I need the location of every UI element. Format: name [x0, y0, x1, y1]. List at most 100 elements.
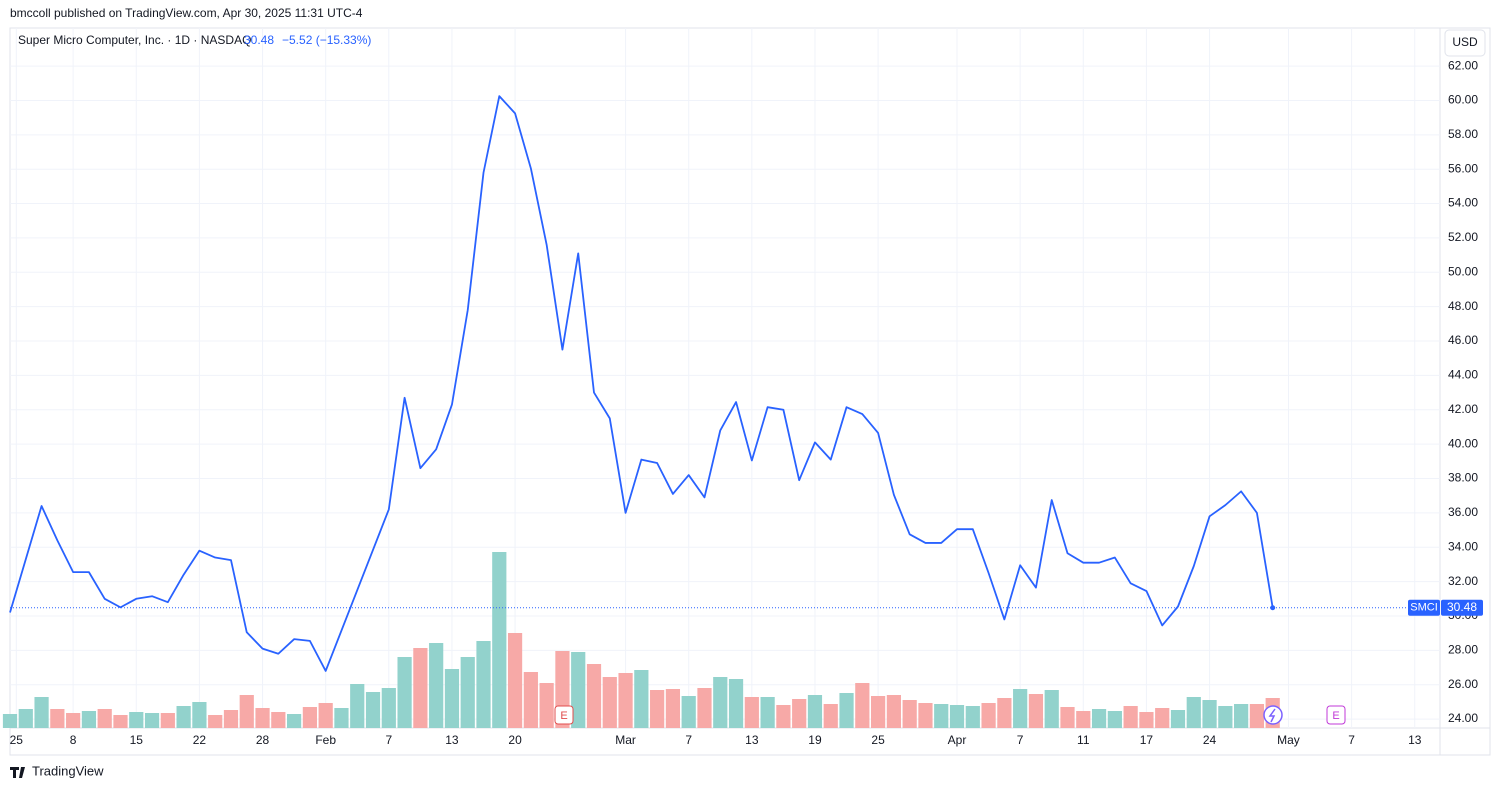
volume-bar [1202, 700, 1217, 728]
publisher: bmccoll published on TradingView.com, Ap… [10, 6, 363, 20]
earnings-marker[interactable] [554, 705, 574, 725]
x-tick-label: Mar [615, 733, 636, 747]
x-tick-label: 13 [1408, 733, 1422, 747]
x-tick-label: 7 [1017, 733, 1024, 747]
volume-bar [1091, 709, 1107, 728]
ticker-tag [1408, 599, 1440, 616]
earnings-marker[interactable] [1326, 705, 1346, 725]
x-tick-label: 25 [10, 733, 24, 747]
volume-bar [239, 695, 254, 728]
earnings-label[interactable]: E [1332, 710, 1339, 722]
y-tick-label: 28.00 [1448, 643, 1478, 657]
x-tick-label: 25 [871, 733, 885, 747]
volume-bar [1013, 689, 1028, 728]
y-tick-label: 48.00 [1448, 299, 1478, 313]
volume-bar [350, 684, 365, 728]
volume-bar [129, 712, 144, 728]
volume-bar [176, 706, 191, 728]
volume-bar [365, 692, 381, 728]
volume-bar [287, 714, 302, 728]
volume-bar [1170, 710, 1186, 728]
volume-bar [1139, 712, 1154, 728]
x-tick-label: Apr [948, 733, 967, 747]
y-tick-label: 38.00 [1448, 471, 1478, 485]
volume-bar [113, 715, 128, 728]
tv-logo [10, 767, 25, 778]
y-tick-label: 42.00 [1448, 402, 1478, 416]
volume-bar [397, 657, 412, 728]
news-icon-bolt [1268, 708, 1276, 723]
x-tick-label: 20 [508, 733, 522, 747]
volume-bar [1028, 694, 1044, 728]
x-tick-label: 11 [1077, 733, 1090, 747]
x-tick-label: 15 [130, 733, 144, 747]
volume-bar [855, 683, 870, 728]
volume-bar [1249, 704, 1265, 728]
y-tick-label: 32.00 [1448, 574, 1478, 588]
volume-bar [318, 703, 333, 728]
volume-bar [981, 703, 996, 728]
x-tick-label: 24 [1203, 733, 1217, 747]
currency-button[interactable] [1444, 29, 1486, 57]
x-tick-label: 28 [256, 733, 270, 747]
volume-bar [602, 677, 617, 728]
y-tick-label: 24.00 [1448, 711, 1478, 725]
y-tick-label: 44.00 [1448, 368, 1478, 382]
y-tick-label: 52.00 [1448, 230, 1478, 244]
news-icon[interactable] [1263, 705, 1283, 725]
y-tick-label: 58.00 [1448, 127, 1478, 141]
earnings-label[interactable]: E [560, 710, 567, 722]
volume-bar [697, 688, 712, 728]
x-tick-label: 7 [385, 733, 392, 747]
plot [2, 95, 1440, 728]
volume-bar [760, 697, 775, 728]
volume-bar [255, 708, 270, 728]
volume-bar [965, 706, 980, 728]
y-tick-label: 62.00 [1448, 58, 1478, 72]
x-tick-label: May [1277, 733, 1300, 747]
volume-bar [1155, 708, 1170, 728]
volume-bar [1234, 704, 1249, 728]
volume-bar [665, 689, 681, 728]
volume-bar [50, 709, 65, 728]
volume-bar [507, 633, 523, 728]
footer-brand: TradingView [32, 763, 104, 778]
volume-bar [381, 688, 396, 728]
volume-bar [492, 552, 507, 728]
legend-price: 30.48 [244, 33, 274, 47]
volume-bar [650, 690, 665, 728]
volume-bar [792, 699, 807, 728]
volume-bar [223, 710, 239, 728]
volume-bar [160, 713, 175, 728]
volume-bar [902, 700, 917, 728]
y-tick-label: 54.00 [1448, 196, 1478, 210]
x-tick-label: 22 [193, 733, 207, 747]
volume-bar [997, 698, 1012, 728]
volume-bar [429, 643, 444, 728]
volume-bar [918, 703, 933, 728]
y-tick-label: 36.00 [1448, 505, 1478, 519]
y-tick-label: 34.00 [1448, 539, 1478, 553]
y-tick-label: 40.00 [1448, 436, 1478, 450]
volume-bar [886, 695, 901, 728]
volume-bar [870, 696, 886, 728]
volume-bar [1186, 697, 1201, 728]
currency[interactable]: USD [1452, 35, 1478, 49]
volume-bar [271, 712, 286, 728]
x-tick-label: 19 [808, 733, 822, 747]
volume-bar [539, 683, 554, 728]
y-tick-label: 26.00 [1448, 677, 1478, 691]
y-tick-label: 50.00 [1448, 264, 1478, 278]
volume-bar [476, 641, 491, 728]
last-price-dot [1270, 605, 1276, 611]
volume-bar [634, 670, 649, 728]
volume-bar [523, 672, 538, 728]
volume-bar [302, 707, 317, 728]
price-tag [1441, 599, 1483, 616]
price-tag-label: 30.48 [1447, 600, 1477, 614]
volume-bar [586, 664, 602, 728]
price-line [9, 95, 1274, 672]
volume-bar [2, 714, 18, 728]
